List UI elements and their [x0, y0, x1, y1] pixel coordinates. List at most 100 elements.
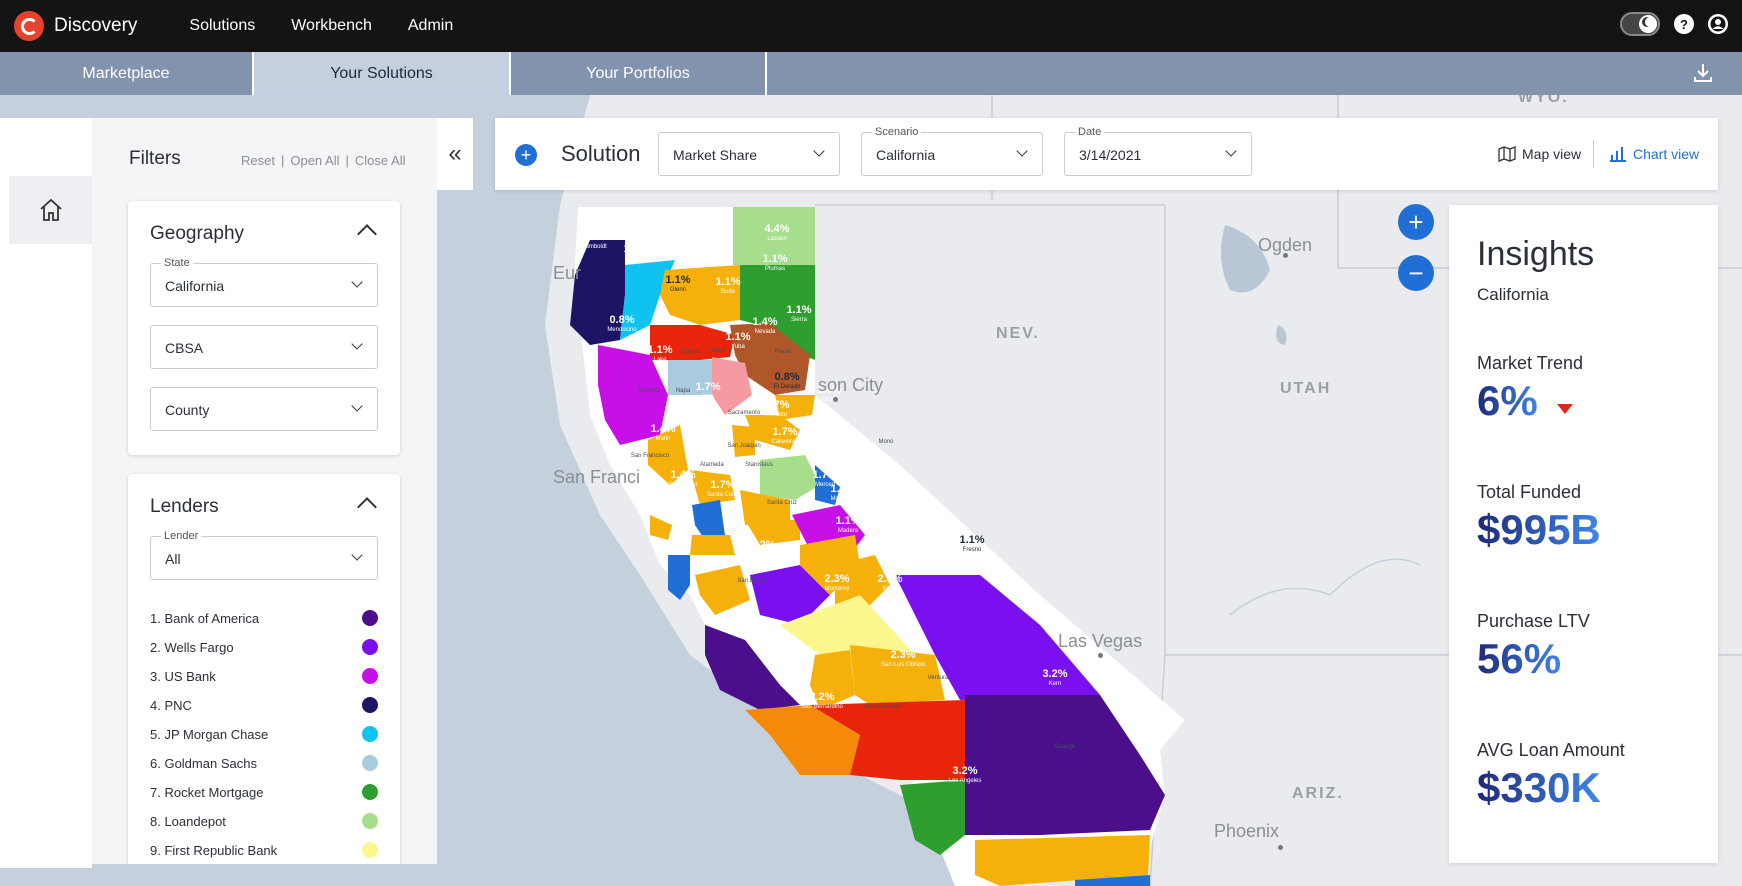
county-label[interactable]: 2.4% Shasta — [673, 218, 733, 237]
county-label[interactable]: 6.8% Humboldt — [564, 231, 624, 250]
zoom-out-button[interactable]: − — [1398, 255, 1434, 291]
county-label[interactable]: 1.2% Inyo — [733, 539, 793, 558]
lender-item[interactable]: 7. Rocket Mortgage — [150, 782, 378, 802]
collapse-panel-button[interactable]: « — [437, 118, 473, 190]
county-select[interactable]: County — [150, 387, 378, 431]
reset-link[interactable]: Reset — [241, 153, 275, 168]
county-label[interactable]: 1.1% Yuba — [708, 331, 768, 350]
help-icon[interactable]: ? — [1674, 14, 1694, 34]
nav-admin[interactable]: Admin — [407, 17, 454, 34]
county-label[interactable]: 1.1% Fresno — [942, 534, 1002, 553]
county-label[interactable]: Stanislaus — [729, 462, 789, 468]
add-solution-icon[interactable]: + — [515, 144, 537, 166]
state-select[interactable]: State California — [150, 257, 378, 307]
lender-item[interactable]: 1. Bank of America — [150, 608, 378, 628]
lender-item[interactable]: 8. Loandepot — [150, 811, 378, 831]
county-label[interactable]: 2.3% Monterey — [807, 573, 867, 592]
state-label-utah: UTAH — [1280, 380, 1332, 397]
county-label[interactable]: 3.2% Tulare — [765, 643, 825, 662]
county-label[interactable]: 1.4% San Mateo — [653, 469, 713, 488]
county-label[interactable]: 1.7% Calaveras — [755, 426, 815, 445]
chart-view-button[interactable]: Chart view — [1609, 146, 1699, 162]
county-name: Nevada — [754, 328, 776, 335]
chevron-up-icon[interactable] — [357, 224, 377, 244]
county-label[interactable]: 1.7% Merced — [795, 469, 855, 488]
county-label[interactable]: 1.1% Sierra — [769, 304, 829, 323]
county-label[interactable]: 1.7% Amador — [747, 399, 807, 418]
lender-item[interactable]: 6. Goldman Sachs — [150, 753, 378, 773]
county-label[interactable]: Ventura — [908, 675, 968, 681]
county-label[interactable]: 1.7% Tuolumne — [797, 426, 857, 445]
lender-item[interactable]: 2. Wells Fargo — [150, 637, 378, 657]
county-label[interactable]: Sonoma — [619, 388, 679, 394]
county-value: 1.1% — [959, 534, 985, 546]
close-all-link[interactable]: Close All — [354, 153, 406, 168]
county-label[interactable]: Napa — [653, 388, 713, 394]
county-label[interactable]: Sutter — [688, 348, 748, 354]
zoom-in-button[interactable]: + — [1398, 204, 1434, 240]
county-label[interactable]: San Benito — [722, 578, 782, 584]
nav-solutions[interactable]: Solutions — [189, 17, 256, 34]
county-label[interactable]: Santa Barbara — [853, 704, 913, 710]
county-label[interactable]: 1.1% Butte — [698, 276, 758, 295]
download-icon[interactable] — [1692, 62, 1714, 84]
county-label[interactable]: 0.8% Mendocino — [592, 314, 652, 333]
nav-workbench[interactable]: Workbench — [291, 17, 372, 34]
cbsa-select[interactable]: CBSA — [150, 325, 378, 369]
county-label[interactable]: San Francisco — [620, 453, 680, 459]
county-name: Madera — [837, 527, 859, 534]
county-label[interactable]: 3.2% Los Angeles — [935, 765, 995, 784]
county-label[interactable]: Alameda — [682, 462, 742, 468]
lender-item[interactable]: 4. PNC — [150, 695, 378, 715]
county-label[interactable]: 1.7% Santa Clara — [693, 479, 753, 498]
county-label[interactable]: 1.4% Contra Costa — [681, 437, 741, 456]
lender-item[interactable]: 9. First Republic Bank — [150, 840, 378, 860]
lender-item[interactable]: 5. JP Morgan Chase — [150, 724, 378, 744]
county-label[interactable]: 1.1% Glenn — [648, 274, 708, 293]
county-label[interactable]: 1.7% Yolo — [678, 381, 738, 400]
place-dot — [1098, 653, 1103, 658]
county-label[interactable]: Sacramento — [714, 410, 774, 416]
lender-item[interactable]: 3. US Bank — [150, 666, 378, 686]
place-phoenix: Phoenix — [1214, 821, 1280, 841]
county-label[interactable]: 1.1% Lake — [630, 344, 690, 363]
county-label[interactable]: 4.4% Lassen — [747, 223, 807, 242]
county-label[interactable]: 3.2% Kern — [1025, 668, 1085, 687]
date-select[interactable]: Date 3/14/2021 — [1064, 126, 1252, 176]
tab-your-solutions[interactable]: Your Solutions — [254, 52, 511, 95]
user-account-icon[interactable] — [1708, 14, 1728, 34]
brand-name[interactable]: Discovery — [54, 15, 138, 36]
discovery-logo-icon[interactable] — [14, 11, 44, 41]
county-label[interactable]: 1.4% Nevada — [735, 316, 795, 335]
county-label[interactable]: 1.1% Madera — [818, 515, 878, 534]
map-view-button[interactable]: Map view — [1498, 146, 1581, 162]
link-separator: | — [280, 153, 285, 168]
dark-mode-toggle[interactable] — [1620, 12, 1660, 36]
county-label[interactable]: Colusa — [661, 349, 721, 355]
county-label[interactable]: 1.1% Tehama — [655, 248, 715, 267]
tab-marketplace[interactable]: Marketplace — [0, 52, 254, 95]
home-button[interactable] — [9, 176, 92, 244]
open-all-link[interactable]: Open All — [290, 153, 340, 168]
county-label[interactable]: 0.8% El Dorado — [757, 371, 817, 390]
lender-color-swatch — [362, 697, 378, 713]
solution-select[interactable]: Market Share — [658, 132, 840, 176]
chevron-up-icon[interactable] — [357, 497, 377, 517]
lender-select[interactable]: Lender All — [150, 530, 378, 580]
county-label[interactable]: Orange — [1035, 744, 1095, 750]
county-label[interactable]: 1.1% Mariposa — [813, 483, 873, 502]
county-label[interactable]: San Joaquin — [714, 443, 774, 449]
tab-your-portfolios[interactable]: Your Portfolios — [511, 52, 767, 95]
county-label[interactable]: Santa Cruz — [752, 500, 812, 506]
county-label[interactable]: 1.1% Plumas — [745, 253, 805, 272]
county-label[interactable]: Mono — [856, 439, 916, 445]
county-label[interactable]: Placer — [753, 349, 813, 355]
county-label[interactable]: 1.4% Marin — [633, 423, 693, 442]
county-label[interactable]: 2.2% San Bernardino — [792, 691, 852, 710]
scenario-select[interactable]: Scenario California — [861, 126, 1043, 176]
county-label[interactable]: 1.4% Alpine — [799, 384, 859, 403]
county-label[interactable]: 2.3% Kings — [860, 573, 920, 592]
county-label[interactable]: 1.2% Trinity — [606, 243, 666, 262]
county-label[interactable]: 2.3% San Luis Obispo — [873, 649, 933, 668]
county-label[interactable]: 1.7% Solano — [680, 411, 740, 430]
